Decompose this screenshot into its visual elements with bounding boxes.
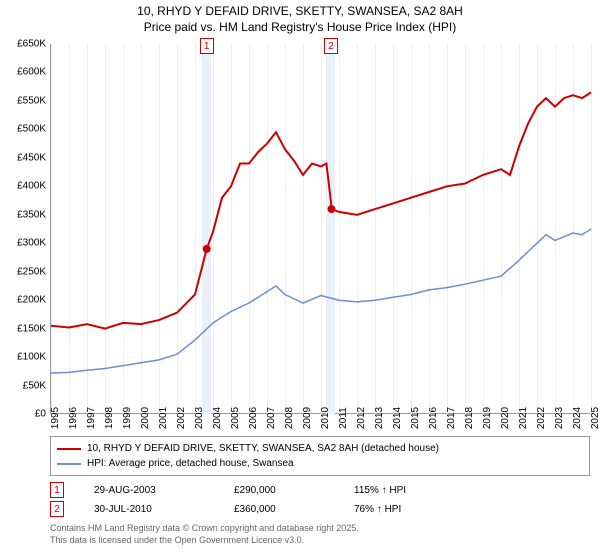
y-tick-label: £0 <box>35 409 46 420</box>
y-tick-label: £250K <box>17 266 46 277</box>
band-label: 2 <box>324 38 338 54</box>
chart-container: 10, RHYD Y DEFAID DRIVE, SKETTY, SWANSEA… <box>0 0 600 560</box>
event-date: 29-AUG-2003 <box>94 485 204 496</box>
legend-item-subject: 10, RHYD Y DEFAID DRIVE, SKETTY, SWANSEA… <box>57 441 583 456</box>
band-label: 1 <box>200 38 214 54</box>
y-tick-label: £150K <box>17 323 46 334</box>
x-tick-label: 2018 <box>464 407 475 429</box>
event-row: 1 29-AUG-2003 £290,000 115% ↑ HPI <box>50 482 590 498</box>
series-subject <box>51 92 591 328</box>
event-price: £290,000 <box>234 485 324 496</box>
x-tick-label: 2009 <box>302 407 313 429</box>
attribution-line2: This data is licensed under the Open Gov… <box>50 535 590 547</box>
attribution: Contains HM Land Registry data © Crown c… <box>50 523 590 546</box>
x-tick-label: 1996 <box>68 407 79 429</box>
x-tick-label: 2020 <box>500 407 511 429</box>
x-tick-label: 1997 <box>86 407 97 429</box>
y-tick-label: £500K <box>17 124 46 135</box>
x-tick-label: 2019 <box>482 407 493 429</box>
x-tick-label: 2017 <box>446 407 457 429</box>
y-tick-label: £350K <box>17 209 46 220</box>
title-subtitle: Price paid vs. HM Land Registry's House … <box>10 20 590 36</box>
legend-label-subject: 10, RHYD Y DEFAID DRIVE, SKETTY, SWANSEA… <box>87 441 439 456</box>
y-tick-label: £200K <box>17 295 46 306</box>
x-tick-label: 2002 <box>176 407 187 429</box>
chart-svg <box>51 44 591 414</box>
event-price: £360,000 <box>234 504 324 515</box>
legend: 10, RHYD Y DEFAID DRIVE, SKETTY, SWANSEA… <box>50 436 590 476</box>
attribution-line1: Contains HM Land Registry data © Crown c… <box>50 523 590 535</box>
legend-swatch-subject <box>57 448 81 450</box>
x-tick-label: 2008 <box>284 407 295 429</box>
x-tick-label: 2013 <box>374 407 385 429</box>
x-tick-label: 2022 <box>536 407 547 429</box>
event-pct: 76% ↑ HPI <box>354 504 474 515</box>
x-tick-label: 1998 <box>104 407 115 429</box>
x-tick-label: 2025 <box>590 407 600 429</box>
x-tick-label: 2010 <box>320 407 331 429</box>
legend-item-hpi: HPI: Average price, detached house, Swan… <box>57 456 583 471</box>
y-tick-label: £650K <box>17 39 46 50</box>
event-row: 2 30-JUL-2010 £360,000 76% ↑ HPI <box>50 501 590 517</box>
sale-marker <box>327 205 335 213</box>
x-tick-label: 1999 <box>122 407 133 429</box>
plot: 12 <box>50 44 590 414</box>
x-tick-label: 2012 <box>356 407 367 429</box>
x-tick-label: 2005 <box>230 407 241 429</box>
x-tick-label: 2003 <box>194 407 205 429</box>
event-index: 1 <box>50 482 64 498</box>
bottom-panel: 10, RHYD Y DEFAID DRIVE, SKETTY, SWANSEA… <box>50 436 590 546</box>
chart-area: 12 1995199619971998199920002001200220032… <box>50 44 590 414</box>
event-date: 30-JUL-2010 <box>94 504 204 515</box>
sale-marker <box>203 245 211 253</box>
y-tick-label: £550K <box>17 95 46 106</box>
x-tick-label: 2014 <box>392 407 403 429</box>
x-tick-label: 2004 <box>212 407 223 429</box>
title-block: 10, RHYD Y DEFAID DRIVE, SKETTY, SWANSEA… <box>0 0 600 37</box>
event-pct: 115% ↑ HPI <box>354 485 474 496</box>
y-tick-label: £100K <box>17 352 46 363</box>
y-tick-label: £50K <box>23 380 46 391</box>
legend-swatch-hpi <box>57 463 81 465</box>
legend-label-hpi: HPI: Average price, detached house, Swan… <box>87 456 294 471</box>
x-tick-label: 2015 <box>410 407 421 429</box>
y-tick-label: £600K <box>17 67 46 78</box>
events-table: 1 29-AUG-2003 £290,000 115% ↑ HPI 2 30-J… <box>50 482 590 517</box>
series-hpi <box>51 229 591 373</box>
x-tick-label: 2000 <box>140 407 151 429</box>
title-address: 10, RHYD Y DEFAID DRIVE, SKETTY, SWANSEA… <box>10 4 590 20</box>
y-tick-label: £400K <box>17 181 46 192</box>
x-tick-label: 2021 <box>518 407 529 429</box>
x-tick-label: 2007 <box>266 407 277 429</box>
x-tick-label: 2006 <box>248 407 259 429</box>
x-gridline <box>591 44 592 414</box>
x-tick-label: 2023 <box>554 407 565 429</box>
y-tick-label: £300K <box>17 238 46 249</box>
x-tick-label: 2024 <box>572 407 583 429</box>
event-index: 2 <box>50 501 64 517</box>
x-tick-label: 1995 <box>50 407 61 429</box>
y-tick-label: £450K <box>17 152 46 163</box>
x-tick-label: 2016 <box>428 407 439 429</box>
x-tick-label: 2001 <box>158 407 169 429</box>
x-tick-label: 2011 <box>338 407 349 429</box>
